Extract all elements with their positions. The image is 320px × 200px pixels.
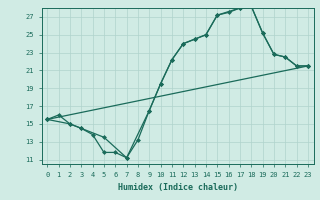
X-axis label: Humidex (Indice chaleur): Humidex (Indice chaleur) xyxy=(118,183,237,192)
